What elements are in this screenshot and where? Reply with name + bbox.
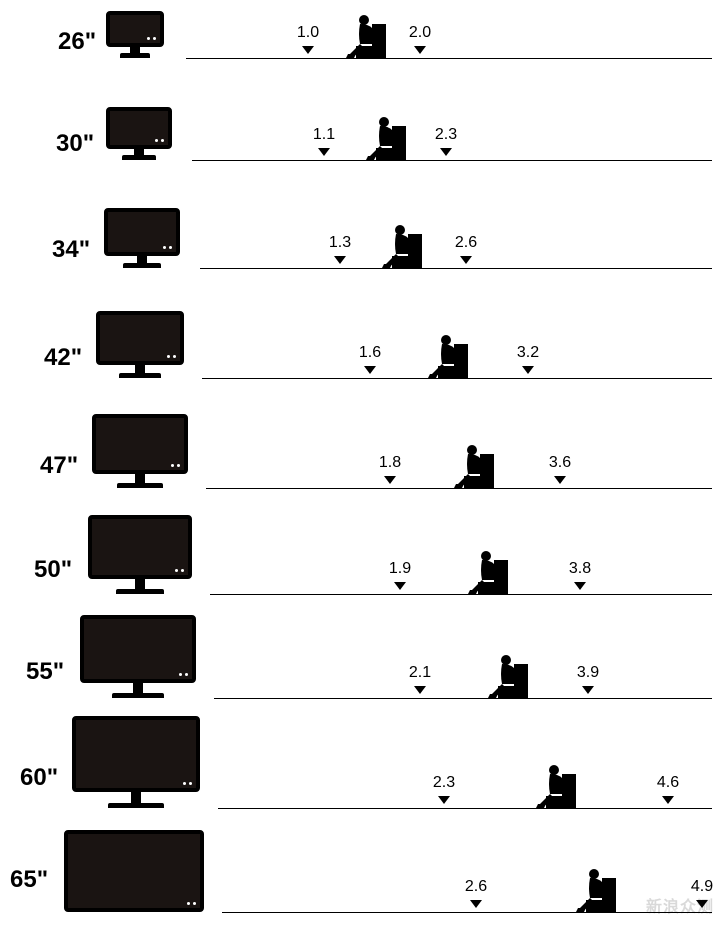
seated-person-icon (484, 654, 532, 703)
far-distance-label: 3.2 (517, 344, 539, 362)
near-marker-icon (414, 686, 426, 694)
far-distance-label: 2.3 (435, 126, 457, 144)
distance-line (214, 698, 712, 699)
far-distance-label: 2.0 (409, 24, 431, 42)
tv-icon (72, 716, 200, 808)
distance-line (186, 58, 712, 59)
far-distance-label: 3.6 (549, 454, 571, 472)
tv-size-label: 30" (56, 130, 94, 158)
far-distance-label: 2.6 (455, 234, 477, 252)
near-marker-icon (318, 148, 330, 156)
tv-icon (64, 830, 204, 912)
far-marker-icon (662, 796, 674, 804)
distance-line (192, 160, 712, 161)
near-marker-icon (438, 796, 450, 804)
near-distance-label: 2.3 (433, 774, 455, 792)
near-distance-label: 1.9 (389, 560, 411, 578)
near-distance-label: 1.8 (379, 454, 401, 472)
near-marker-icon (384, 476, 396, 484)
distance-line (210, 594, 712, 595)
seated-person-icon (378, 224, 426, 273)
far-marker-icon (440, 148, 452, 156)
near-distance-label: 1.1 (313, 126, 335, 144)
tv-size-label: 47" (40, 452, 78, 480)
watermark: 新浪众测 (646, 893, 714, 917)
seated-person-icon (362, 116, 410, 165)
tv-size-label: 34" (52, 236, 90, 264)
seated-person-icon (532, 764, 580, 813)
tv-icon (96, 311, 184, 378)
seated-person-icon (464, 550, 512, 599)
near-distance-label: 2.6 (465, 878, 487, 896)
far-distance-label: 4.6 (657, 774, 679, 792)
tv-size-label: 26" (58, 28, 96, 56)
near-distance-label: 1.3 (329, 234, 351, 252)
far-marker-icon (582, 686, 594, 694)
far-marker-icon (414, 46, 426, 54)
distance-line (200, 268, 712, 269)
far-distance-label: 3.9 (577, 664, 599, 682)
tv-icon (80, 615, 196, 698)
near-distance-label: 1.6 (359, 344, 381, 362)
tv-size-label: 50" (34, 556, 72, 584)
tv-icon (92, 414, 188, 488)
tv-icon (104, 208, 180, 268)
distance-line (218, 808, 712, 809)
near-marker-icon (302, 46, 314, 54)
tv-size-label: 42" (44, 344, 82, 372)
near-distance-label: 2.1 (409, 664, 431, 682)
near-marker-icon (394, 582, 406, 590)
far-marker-icon (460, 256, 472, 264)
distance-line (222, 912, 712, 913)
near-marker-icon (470, 900, 482, 908)
far-distance-label: 3.8 (569, 560, 591, 578)
tv-size-label: 55" (26, 658, 64, 686)
tv-size-label: 60" (20, 764, 58, 792)
tv-icon (106, 11, 164, 58)
near-marker-icon (364, 366, 376, 374)
near-distance-label: 1.0 (297, 24, 319, 42)
seated-person-icon (572, 868, 620, 917)
tv-icon (88, 515, 192, 594)
far-marker-icon (554, 476, 566, 484)
seated-person-icon (450, 444, 498, 493)
tv-size-label: 65" (10, 866, 48, 894)
far-marker-icon (522, 366, 534, 374)
seated-person-icon (342, 14, 390, 63)
tv-icon (106, 107, 172, 160)
seated-person-icon (424, 334, 472, 383)
far-marker-icon (574, 582, 586, 590)
near-marker-icon (334, 256, 346, 264)
